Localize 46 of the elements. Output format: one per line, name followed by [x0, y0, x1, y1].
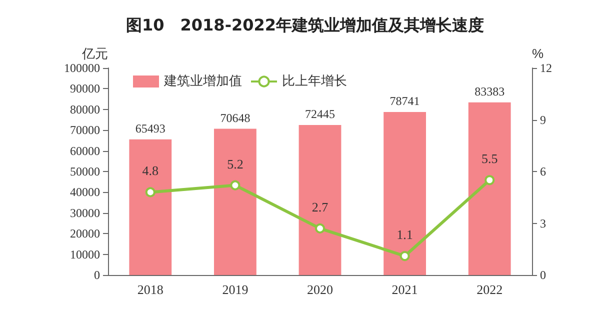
y2-tick-label: 12 — [540, 61, 552, 75]
data-label: 70648 — [220, 110, 250, 125]
y-tick-label: 20000 — [70, 226, 100, 241]
data-label: 83383 — [474, 84, 505, 98]
x-tick-label: 2019 — [222, 282, 248, 297]
y-axis-title: 亿元 — [81, 46, 108, 61]
y2-tick-label: 0 — [540, 268, 546, 282]
x-tick-label: 2020 — [307, 282, 333, 297]
y-tick-label: 90000 — [70, 82, 100, 96]
bar — [214, 128, 256, 275]
bar — [468, 102, 511, 275]
y-tick-label: 40000 — [70, 185, 100, 200]
chart-title: 图10 2018-2022年建筑业增加值及其增长速度 — [126, 16, 484, 34]
y-tick-label: 70000 — [70, 123, 100, 138]
data-label: 2.7 — [312, 199, 329, 214]
data-label: 1.1 — [396, 227, 413, 242]
x-tick-label: 2021 — [392, 282, 418, 297]
point — [315, 223, 325, 234]
data-label: 65493 — [135, 121, 166, 136]
point — [230, 180, 240, 190]
point — [145, 187, 156, 198]
x-tick-label: 2018 — [137, 282, 164, 297]
legend-label: 建筑业增加值 — [163, 74, 242, 89]
bar — [129, 139, 172, 275]
y-tick-label: 0 — [94, 268, 100, 282]
y-tick-label: 50000 — [70, 164, 100, 178]
y-tick-label: 60000 — [70, 144, 100, 158]
y-tick-label: 10000 — [70, 247, 100, 262]
y-tick-label: 30000 — [70, 206, 100, 220]
data-label: 78741 — [390, 94, 420, 108]
x-tick-label: 2022 — [476, 282, 503, 297]
y2-tick-label: 6 — [540, 164, 546, 178]
y-tick-label: 100000 — [64, 61, 100, 75]
data-label: 4.8 — [142, 163, 159, 178]
data-label: 5.5 — [481, 151, 498, 166]
y2-axis-title: % — [532, 46, 544, 61]
point — [484, 175, 495, 186]
bar — [298, 125, 342, 275]
y2-tick-label: 9 — [540, 112, 546, 127]
y2-tick-label: 3 — [540, 216, 546, 230]
data-label: 5.2 — [227, 156, 244, 172]
data-label: 72445 — [305, 107, 335, 122]
legend-label: 比上年增长 — [282, 74, 347, 89]
bar — [384, 112, 426, 275]
y-tick-label: 80000 — [70, 102, 100, 116]
point — [400, 251, 410, 262]
